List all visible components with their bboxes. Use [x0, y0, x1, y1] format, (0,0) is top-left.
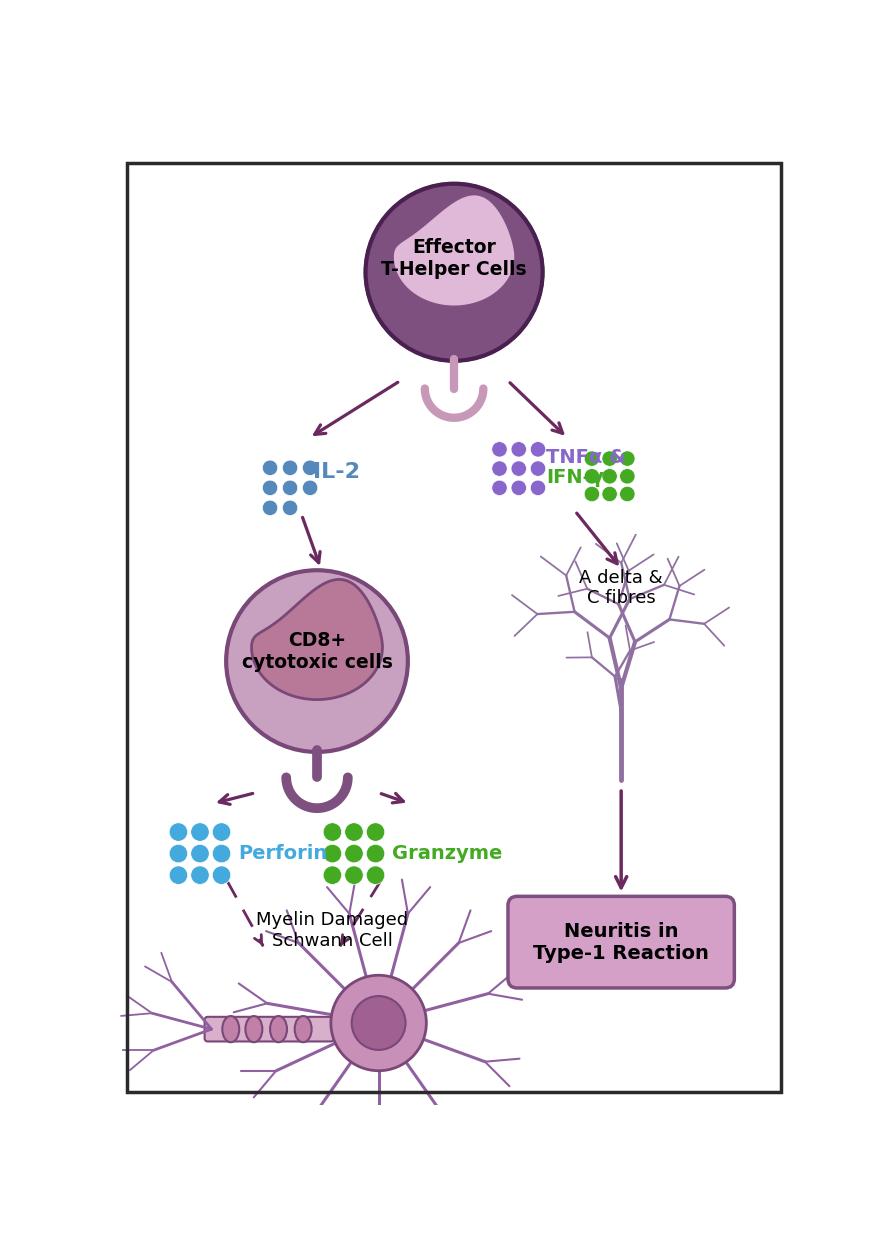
Circle shape — [345, 822, 363, 841]
Circle shape — [602, 487, 618, 502]
Circle shape — [492, 481, 507, 496]
Circle shape — [283, 460, 298, 476]
Circle shape — [190, 845, 209, 863]
FancyBboxPatch shape — [508, 897, 734, 987]
Circle shape — [262, 501, 277, 515]
Circle shape — [213, 866, 230, 884]
Circle shape — [283, 501, 298, 515]
Text: IL-2: IL-2 — [313, 462, 361, 482]
Ellipse shape — [222, 1016, 239, 1042]
Circle shape — [213, 845, 230, 863]
Circle shape — [330, 975, 426, 1071]
Text: Effector
T-Helper Cells: Effector T-Helper Cells — [381, 238, 527, 279]
PathPatch shape — [252, 580, 383, 699]
Circle shape — [169, 822, 188, 841]
Circle shape — [531, 442, 546, 457]
Text: Granzyme: Granzyme — [392, 845, 503, 863]
Circle shape — [492, 461, 507, 476]
Text: Perforin: Perforin — [238, 845, 328, 863]
Circle shape — [366, 866, 385, 884]
Circle shape — [511, 481, 526, 496]
Circle shape — [511, 461, 526, 476]
Text: Neuritis in
Type-1 Reaction: Neuritis in Type-1 Reaction — [533, 922, 709, 963]
Circle shape — [323, 845, 342, 863]
Circle shape — [584, 451, 600, 466]
Text: A delta &
C fibres: A delta & C fibres — [579, 569, 663, 607]
Circle shape — [511, 442, 526, 457]
Circle shape — [345, 845, 363, 863]
Circle shape — [584, 468, 600, 484]
Circle shape — [262, 460, 277, 476]
Circle shape — [323, 822, 342, 841]
Circle shape — [602, 451, 618, 466]
Text: Myelin Damaged
Schwann Cell: Myelin Damaged Schwann Cell — [256, 912, 408, 950]
Circle shape — [169, 866, 188, 884]
Circle shape — [366, 184, 542, 360]
Ellipse shape — [245, 1016, 262, 1042]
Circle shape — [283, 481, 298, 496]
Circle shape — [619, 451, 635, 466]
Circle shape — [619, 487, 635, 502]
Circle shape — [262, 481, 277, 496]
Circle shape — [492, 442, 507, 457]
Circle shape — [302, 460, 318, 476]
Text: CD8+
cytotoxic cells: CD8+ cytotoxic cells — [242, 631, 392, 672]
Circle shape — [352, 996, 406, 1049]
Circle shape — [190, 822, 209, 841]
Ellipse shape — [270, 1016, 287, 1042]
Circle shape — [531, 461, 546, 476]
Text: TNFα &: TNFα & — [547, 447, 626, 467]
Circle shape — [366, 822, 385, 841]
Circle shape — [602, 468, 618, 484]
Circle shape — [619, 468, 635, 484]
PathPatch shape — [392, 194, 516, 307]
Ellipse shape — [295, 1016, 312, 1042]
Circle shape — [302, 481, 318, 496]
Circle shape — [345, 866, 363, 884]
Circle shape — [366, 845, 385, 863]
Circle shape — [323, 866, 342, 884]
Text: IFN-γ: IFN-γ — [547, 468, 604, 487]
Circle shape — [213, 822, 230, 841]
Circle shape — [190, 866, 209, 884]
Circle shape — [531, 481, 546, 496]
Circle shape — [169, 845, 188, 863]
Ellipse shape — [226, 570, 408, 751]
Circle shape — [584, 487, 600, 502]
FancyBboxPatch shape — [205, 1017, 334, 1042]
